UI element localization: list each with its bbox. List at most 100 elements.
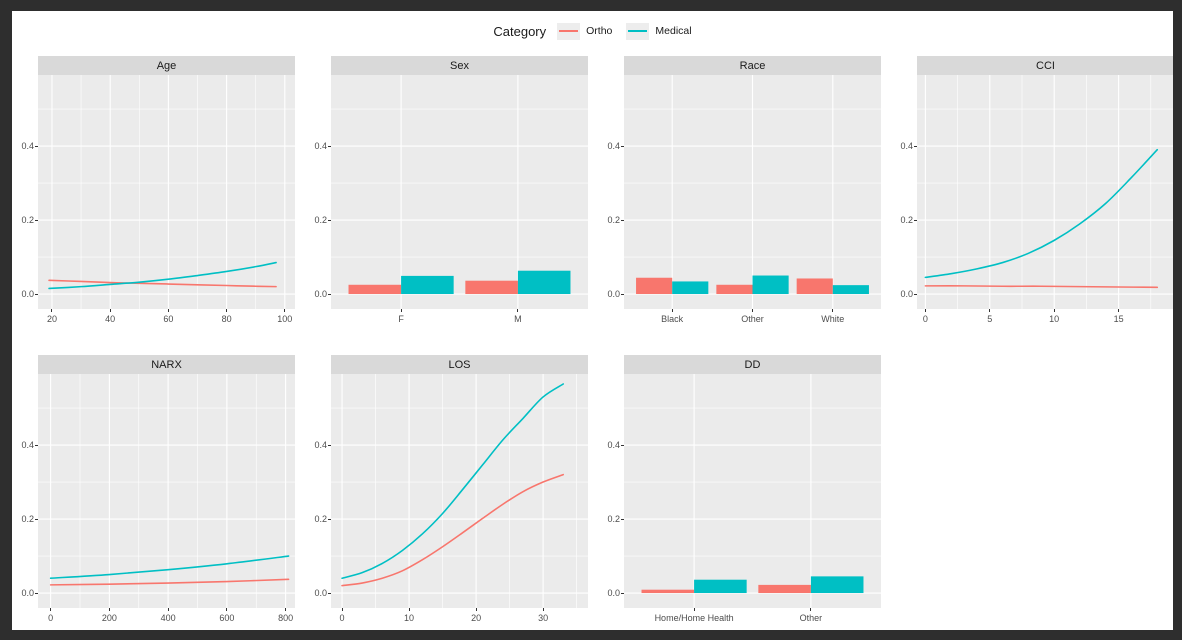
bar-medical-1 [694,579,747,594]
y-tick-label: 0.4 [607,440,620,451]
bar-medical-3 [832,285,869,295]
x-tick-label: Black [661,314,684,324]
facet-LOS: LOS 0 10 20 30 0.0 0.2 0.4 [305,355,588,630]
x-tick-label: 10 [404,613,415,623]
x-tick [671,309,673,312]
facet-title: Race [739,59,766,72]
legend-item-medical: Medical [626,22,692,40]
x-tick [108,608,110,611]
y-tick-label: 0.4 [21,141,34,152]
y-tick-label: 0.2 [314,514,327,525]
y-tick-label: 0.0 [21,588,34,599]
facet-plot-area [331,75,588,309]
x-tick-label: 800 [278,613,294,623]
facet-plot-area [38,374,295,608]
x-tick [226,309,228,312]
facet-title: LOS [448,358,471,371]
facet-DD: DD Home/Home Health Other 0.0 0.2 0.4 [598,355,881,630]
x-tick-label: 80 [221,314,232,324]
bar-ortho-3 [796,278,833,295]
x-tick [752,309,753,312]
y-tick-label: 0.0 [314,289,327,300]
bar-ortho-2 [758,584,811,594]
x-tick [693,608,695,611]
bar-ortho-1 [348,284,402,295]
facet-plot-area [38,75,295,309]
minor-gridlines [624,407,881,557]
x-tick-label: F [398,314,404,324]
x-tick [832,309,834,312]
x-tick [1118,309,1120,312]
line-ortho [49,578,290,586]
legend-key-medical [626,22,650,40]
x-tick-label: 5 [987,314,993,324]
facet-panel [917,75,1173,309]
y-tick [35,293,38,295]
facet-panel [38,75,295,309]
facet-Race: Race Black Other White 0.0 0.2 0.4 [598,56,881,333]
legend: Category Ortho Medical [12,20,1173,42]
facet-title: Age [156,59,177,72]
x-tick [167,608,169,611]
y-tick-label: 0.2 [21,514,34,525]
facet-row-top: Age 20 40 60 80 100 0.0 0.2 0.4 Sex F M 0.0 0.2 0.4 Rac… [12,56,1173,333]
facet-strip: NARX [38,355,295,374]
bar-medical-1 [401,275,454,295]
y-tick [914,219,917,221]
facet-title: NARX [151,358,182,371]
x-tick [475,608,477,611]
bar-ortho-2 [716,284,753,295]
x-tick [400,309,402,312]
facet-panel [331,75,588,309]
facet-NARX: NARX 0 200 400 600 800 0.0 0.2 0.4 [12,355,295,630]
legend-key-ortho [557,22,581,40]
x-tick-label: Other [799,613,823,623]
facet-Sex: Sex F M 0.0 0.2 0.4 [305,56,588,333]
y-tick-label: 0.2 [900,215,913,226]
x-tick [284,309,286,312]
x-tick-label: 200 [101,613,117,623]
x-tick [989,309,991,312]
y-tick-label: 0.0 [900,289,913,300]
bar-ortho-1 [641,589,695,594]
major-gridlines [331,75,588,309]
bar-medical-1 [672,281,709,295]
y-tick-label: 0.2 [314,215,327,226]
x-tick [50,608,52,611]
major-gridlines [624,374,881,608]
y-tick [35,592,38,594]
legend-line-icon [628,30,648,32]
x-tick-label: 0 [922,314,928,324]
y-tick [35,145,38,147]
facet-panel [38,374,295,608]
y-tick [35,219,38,221]
y-tick-label: 0.4 [21,440,34,451]
legend-item-ortho: Ortho [557,22,612,40]
facet-panel [624,374,881,608]
y-tick-label: 0.4 [314,440,327,451]
legend-items: Ortho Medical [557,22,692,40]
y-tick [621,592,624,594]
facet-title: DD [744,358,761,371]
legend-title: Category [493,23,547,39]
facet-strip: LOS [331,355,588,374]
facet-panel [331,374,588,608]
y-tick [621,145,624,147]
facet-strip: Race [624,56,881,75]
x-tick-label: 40 [105,314,116,324]
x-tick-label: Other [741,314,764,324]
x-tick-label: 10 [1049,314,1060,324]
plot-canvas: Category Ortho Medical Age 20 40 60 80 100 0.0 0… [12,11,1173,630]
legend-item-label: Medical [655,25,692,37]
y-tick [328,145,331,147]
y-tick [621,219,624,221]
y-tick-label: 0.4 [314,141,327,152]
y-tick [328,518,331,520]
facet-plot-area [917,75,1173,309]
facet-CCI: CCI 0 5 10 15 0.0 0.2 0.4 [891,56,1173,333]
y-tick-label: 0.2 [607,215,620,226]
bar-ortho-2 [465,280,518,295]
bar-medical-2 [517,270,571,295]
facet-strip: DD [624,355,881,374]
bar-medical-2 [810,576,864,594]
